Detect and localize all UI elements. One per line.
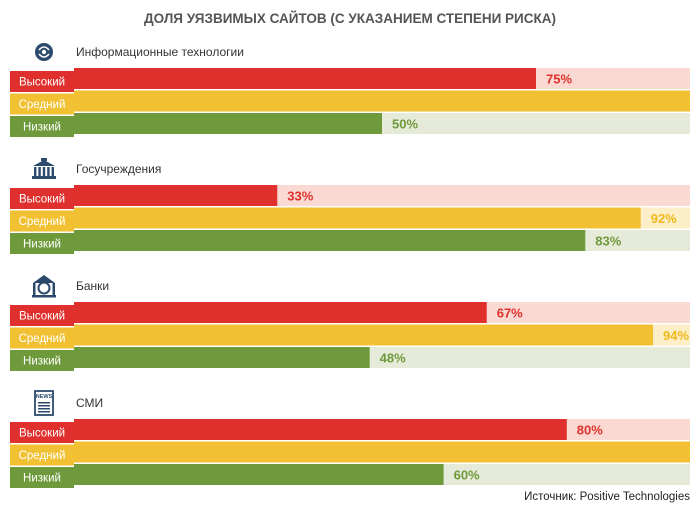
bar [74, 302, 487, 323]
bank-icon [32, 275, 56, 298]
bar [74, 113, 382, 134]
government-building-icon [32, 158, 56, 179]
level-label: Высокий [19, 194, 65, 206]
bar [74, 441, 690, 463]
data-label: 60% [454, 468, 480, 483]
data-label: 80% [577, 423, 603, 438]
level-tab [10, 350, 74, 371]
bar [74, 464, 444, 485]
data-label: 67% [497, 306, 523, 321]
bar [74, 230, 586, 251]
bar [74, 419, 567, 440]
level-tab [10, 305, 74, 326]
data-label: 92% [651, 211, 677, 226]
group-label: Госучреждения [76, 162, 161, 176]
level-tab [10, 422, 74, 443]
group-label: Банки [76, 279, 109, 293]
level-label: Низкий [23, 122, 61, 134]
level-tab [10, 93, 74, 115]
bar [74, 324, 654, 346]
level-label: Средний [19, 99, 66, 111]
level-label: Высокий [19, 428, 65, 440]
level-tab [10, 210, 74, 232]
bar [74, 185, 278, 206]
level-label: Низкий [23, 473, 61, 485]
chart-group: Банки Высокий 67% Средний 94% Низкий 48% [10, 275, 690, 371]
bar [74, 207, 641, 229]
level-tab [10, 71, 74, 92]
data-label: 50% [392, 117, 418, 132]
level-label: Средний [19, 333, 66, 345]
level-label: Высокий [19, 311, 65, 323]
source-note: Источник: Positive Technologies [524, 491, 690, 503]
data-label: 75% [546, 72, 572, 87]
level-tab [10, 188, 74, 209]
level-tab [10, 444, 74, 466]
bar [74, 68, 536, 89]
data-label: 33% [287, 189, 313, 204]
chart-group: Госучреждения Высокий 33% Средний 92% Низкий 8… [10, 158, 690, 254]
level-label: Низкий [23, 356, 61, 368]
newspaper-icon-label: NEWS [36, 394, 53, 400]
newspaper-icon: NEWS [34, 390, 54, 416]
level-label: Низкий [23, 239, 61, 251]
level-label: Высокий [19, 77, 65, 89]
chart-title: ДОЛЯ УЯЗВИМЫХ САЙТОВ (С УКАЗАНИЕМ СТЕПЕН… [144, 11, 556, 26]
group-label: СМИ [76, 396, 103, 410]
level-label: Средний [19, 216, 66, 228]
chart-group: Информационные технологии Высокий 75% Средн… [10, 43, 690, 137]
level-label: Средний [19, 450, 66, 462]
level-tab [10, 327, 74, 349]
chart-groups: Информационные технологии Высокий 75% Средн… [10, 43, 690, 488]
level-tab [10, 116, 74, 137]
group-label: Информационные технологии [76, 45, 244, 59]
data-label: 83% [595, 234, 621, 249]
level-tab [10, 233, 74, 254]
bar [74, 90, 690, 112]
level-tab [10, 467, 74, 488]
data-label: 94% [663, 328, 689, 343]
bar [74, 347, 370, 368]
it-globe-icon [35, 43, 53, 61]
data-label: 48% [380, 351, 406, 366]
